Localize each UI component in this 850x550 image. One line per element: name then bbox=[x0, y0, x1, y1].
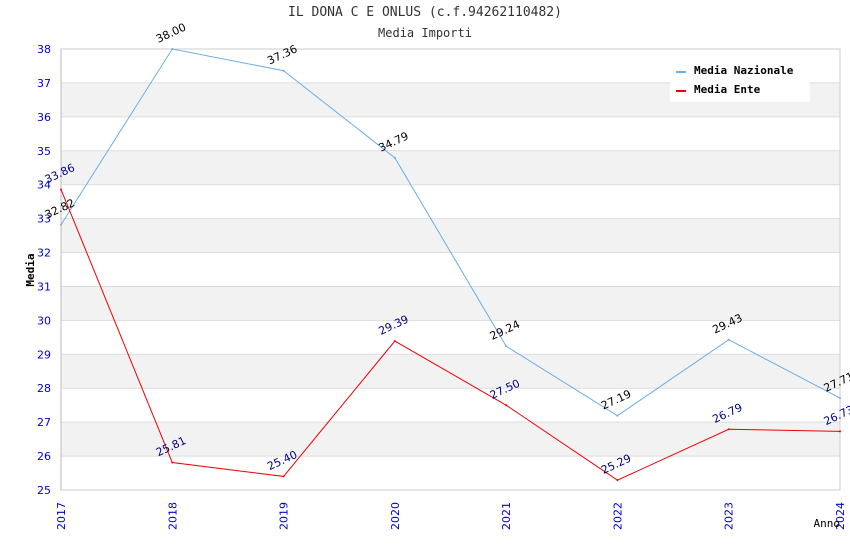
data-point bbox=[171, 461, 174, 464]
series-line-nazionale bbox=[60, 48, 841, 417]
data-point bbox=[727, 428, 730, 431]
data-point bbox=[171, 48, 174, 50]
y-tick-label: 32 bbox=[37, 247, 51, 260]
y-tick-label: 35 bbox=[37, 145, 51, 158]
y-tick-label: 36 bbox=[37, 111, 51, 124]
y-tick-label: 25 bbox=[37, 484, 51, 497]
chart-title: IL DONA C E ONLUS (c.f.94262110482) bbox=[288, 5, 562, 20]
y-tick-label: 31 bbox=[37, 280, 51, 293]
data-point bbox=[393, 340, 396, 343]
legend-label-nazionale: Media Nazionale bbox=[694, 64, 794, 77]
y-axis-label: Media bbox=[24, 253, 37, 286]
x-tick-label: 2024 bbox=[834, 502, 847, 530]
y-tick-label: 38 bbox=[37, 43, 51, 56]
data-point bbox=[282, 69, 285, 72]
data-label: 32.82 bbox=[43, 196, 77, 221]
y-tick-label: 26 bbox=[37, 450, 51, 463]
legend-label-ente: Media Ente bbox=[694, 83, 761, 96]
plot-bands bbox=[61, 82, 840, 457]
data-label: 29.24 bbox=[488, 318, 522, 343]
y-tick-label: 33 bbox=[37, 213, 51, 226]
x-tick-label: 2023 bbox=[723, 502, 736, 530]
y-tick-label: 30 bbox=[37, 314, 51, 327]
axes: 25 26 27 28 29 30 31 32 33 34 35 36 37 38 2017 2018 2019… bbox=[37, 43, 847, 530]
data-point bbox=[616, 414, 619, 417]
legend-swatch-ente bbox=[676, 90, 686, 92]
chart-subtitle: Media Importi bbox=[378, 26, 472, 40]
x-tick-label: 2022 bbox=[611, 502, 624, 530]
data-point bbox=[60, 223, 62, 226]
x-tick-label: 2020 bbox=[389, 502, 402, 530]
grid-band bbox=[61, 150, 840, 185]
data-point bbox=[60, 188, 62, 191]
legend-swatch-nazionale bbox=[676, 71, 686, 73]
y-tick-label: 34 bbox=[37, 179, 51, 192]
grid-band bbox=[61, 218, 840, 253]
grid-band bbox=[61, 286, 840, 321]
data-point bbox=[393, 156, 396, 159]
y-tick-label: 37 bbox=[37, 77, 51, 90]
data-point bbox=[616, 479, 619, 482]
y-tick-label: 28 bbox=[37, 382, 51, 395]
data-point bbox=[282, 475, 285, 478]
x-axis-label: Anno bbox=[814, 517, 841, 530]
x-tick-label: 2018 bbox=[166, 502, 179, 530]
data-point bbox=[727, 338, 730, 341]
x-tick-label: 2017 bbox=[55, 502, 68, 530]
data-point bbox=[505, 404, 508, 407]
legend: Media Nazionale Media Ente bbox=[670, 60, 810, 102]
data-point bbox=[839, 397, 841, 400]
grid-band bbox=[61, 422, 840, 457]
data-point bbox=[505, 345, 508, 348]
grid-band bbox=[61, 354, 840, 389]
x-tick-label: 2021 bbox=[500, 502, 513, 530]
y-tick-label: 27 bbox=[37, 416, 51, 429]
data-point bbox=[839, 430, 841, 433]
x-tick-label: 2019 bbox=[278, 502, 291, 530]
y-tick-label: 29 bbox=[37, 348, 51, 361]
data-label: 37.36 bbox=[265, 42, 299, 67]
series-line-ente bbox=[60, 189, 841, 481]
series-lines bbox=[60, 48, 841, 482]
data-label: 38.00 bbox=[154, 21, 188, 46]
